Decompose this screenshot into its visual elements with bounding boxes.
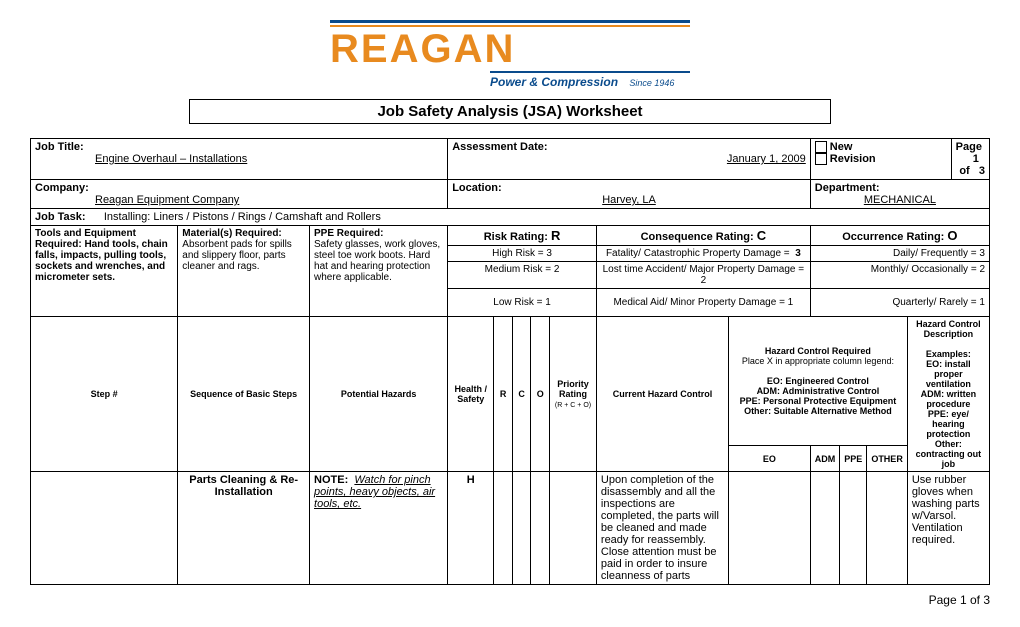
risk-c-code: C — [757, 228, 766, 243]
risk-c-3: Medical Aid/ Minor Property Damage = 1 — [596, 289, 810, 317]
logo-bar — [490, 71, 690, 73]
risk-o-label: Occurrence Rating: — [842, 231, 944, 243]
new-label: New — [830, 141, 853, 153]
subcol-other: OTHER — [867, 446, 908, 472]
adm-cell — [810, 472, 840, 585]
assessment-date: January 1, 2009 — [727, 153, 806, 165]
logo-subtitle-text: Power & Compression — [490, 75, 618, 89]
col-current: Current Hazard Control — [596, 317, 728, 472]
o-cell — [531, 472, 550, 585]
hs-cell: H — [448, 472, 494, 585]
subcol-ppe: PPE — [840, 446, 867, 472]
department: MECHANICAL — [864, 194, 936, 206]
ppe-cell — [840, 472, 867, 585]
c-cell — [512, 472, 531, 585]
page-title: Job Safety Analysis (JSA) Worksheet — [189, 99, 831, 124]
seq-cell: Parts Cleaning & Re-Installation — [178, 472, 310, 585]
risk-r-label: Risk Rating: — [484, 231, 548, 243]
risk-c-2: Lost time Accident/ Major Property Damag… — [596, 262, 810, 289]
risk-o-2: Monthly/ Occasionally = 2 — [810, 262, 989, 289]
hazard-prefix: NOTE: — [314, 474, 348, 486]
col-o: O — [531, 317, 550, 472]
hcr-sub: Place X in appropriate column legend: — [733, 356, 903, 366]
checkbox-revision[interactable] — [815, 153, 827, 165]
location: Harvey, LA — [602, 194, 656, 206]
page-total: 3 — [979, 165, 985, 177]
hcd-ex: Examples: — [926, 349, 971, 359]
hcr-other: Other: — [744, 406, 771, 416]
subcol-eo: EO — [729, 446, 811, 472]
hcd-eo: EO: — [926, 359, 942, 369]
logo-bar — [330, 20, 690, 23]
job-task: Installing: Liners / Pistons / Rings / C… — [104, 211, 381, 223]
company-label: Company: — [35, 182, 89, 194]
checkbox-new[interactable] — [815, 141, 827, 153]
hcr-eo: EO: — [767, 376, 783, 386]
step-no-cell — [31, 472, 178, 585]
current-cell: Upon completion of the disassembly and a… — [596, 472, 728, 585]
risk-r-code: R — [551, 228, 560, 243]
col-c: C — [512, 317, 531, 472]
risk-o-code: O — [947, 228, 957, 243]
logo: REAGAN Power & Compression Since 1946 — [30, 20, 990, 89]
col-r: R — [494, 317, 513, 472]
risk-o-3: Quarterly/ Rarely = 1 — [810, 289, 989, 317]
logo-brand: REAGAN — [330, 31, 690, 67]
risk-c-1: Fatality/ Catastrophic Property Damage = — [606, 248, 790, 259]
department-label: Department: — [815, 182, 880, 194]
eo-cell — [729, 472, 811, 585]
job-title: Engine Overhaul – Installations — [95, 153, 247, 165]
jsa-table: Job Title: Engine Overhaul – Installatio… — [30, 138, 990, 585]
hcr-ppe: PPE: — [740, 396, 761, 406]
hcd-other: Other: — [935, 439, 962, 449]
hcr-title: Hazard Control Required — [733, 346, 903, 356]
job-title-label: Job Title: — [35, 141, 84, 153]
page-label: Page — [956, 141, 982, 153]
hcd-ppe: PPE: — [928, 409, 949, 419]
company: Reagan Equipment Company — [95, 194, 239, 206]
location-label: Location: — [452, 182, 502, 194]
col-priority: Priority Rating — [557, 379, 589, 399]
page-value: 1 — [973, 153, 979, 165]
hcd-other-t: contracting out job — [916, 449, 982, 469]
risk-c-label: Consequence Rating: — [641, 231, 754, 243]
priority-cell — [550, 472, 597, 585]
hcr-adm-t: Administrative Control — [782, 386, 879, 396]
risk-r-1: High Risk = 3 — [448, 246, 597, 262]
logo-subtitle: Power & Compression Since 1946 — [490, 75, 690, 89]
hcr-adm: ADM: — [757, 386, 781, 396]
ppe-text: Safety glasses, work gloves, steel toe w… — [314, 239, 440, 283]
col-hazards: Potential Hazards — [310, 317, 448, 472]
assessment-date-label: Assessment Date: — [452, 141, 547, 153]
revision-label: Revision — [830, 153, 876, 165]
materials-text: Absorbent pads for spills and slippery f… — [182, 239, 292, 272]
page-of: of — [959, 165, 969, 177]
hcr-other-t: Suitable Alternative Method — [774, 406, 892, 416]
col-seq: Sequence of Basic Steps — [178, 317, 310, 472]
hcr-eo-t: Engineered Control — [785, 376, 869, 386]
risk-o-1: Daily/ Frequently = 3 — [810, 246, 989, 262]
page-footer: Page 1 of 3 — [30, 593, 990, 607]
col-priority-sub: (R + C + O) — [555, 402, 591, 409]
ppe-label: PPE Required: — [314, 228, 383, 239]
hcr-ppe-t: Personal Protective Equipment — [763, 396, 896, 406]
hcd-adm: ADM: — [921, 389, 945, 399]
col-hs: Health / Safety — [448, 317, 494, 472]
r-cell — [494, 472, 513, 585]
hcd-title: Hazard Control Description — [912, 319, 985, 339]
subcol-adm: ADM — [810, 446, 840, 472]
job-task-label: Job Task: — [35, 211, 86, 223]
hazard-cell: NOTE: Watch for pinch points, heavy obje… — [310, 472, 448, 585]
materials-label: Material(s) Required: — [182, 228, 281, 239]
risk-c-1v: 3 — [795, 248, 801, 259]
other-cell — [867, 472, 908, 585]
col-step-no: Step # — [31, 317, 178, 472]
risk-r-2: Medium Risk = 2 — [448, 262, 597, 289]
logo-since: Since 1946 — [629, 78, 674, 88]
desc-cell: Use rubber gloves when washing parts w/V… — [907, 472, 989, 585]
risk-r-3: Low Risk = 1 — [448, 289, 597, 317]
